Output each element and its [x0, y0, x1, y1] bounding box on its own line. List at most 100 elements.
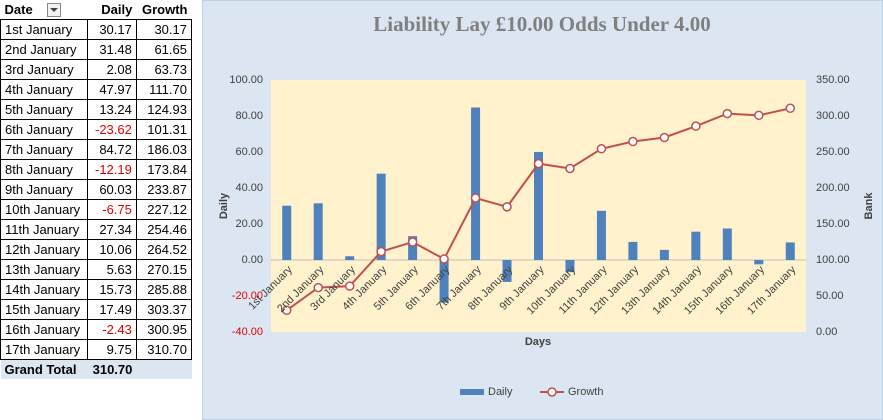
table-row: 9th January 60.03 233.87	[0, 179, 193, 200]
header-cell[interactable]: Date	[0, 0, 88, 20]
bar	[596, 210, 606, 260]
bar	[722, 228, 732, 260]
table-row: 10th January -6.75 227.12	[0, 199, 193, 220]
y-tick-label: 80.00	[235, 110, 263, 122]
point	[754, 110, 764, 121]
table-row: 3rd January 2.08 63.73	[0, 59, 193, 80]
point	[659, 132, 670, 143]
date-cell: 16th January	[0, 319, 88, 340]
point	[407, 237, 418, 247]
bar	[376, 173, 386, 260]
table-row: 13th January 5.63 270.15	[0, 259, 193, 280]
date-cell: 2nd January	[0, 39, 88, 60]
number-cell: 10.06	[86, 239, 137, 260]
number-cell: 9.75	[86, 339, 137, 360]
number-cell: 2.08	[86, 59, 137, 80]
date-cell: 8th January	[0, 159, 88, 180]
number-cell: 61.65	[135, 39, 193, 60]
y-tick-label: 20.00	[235, 218, 263, 230]
date-cell: 1st January	[0, 19, 88, 40]
number-cell: 13.24	[86, 99, 137, 120]
legend-label: Daily	[488, 386, 513, 398]
bar	[754, 260, 764, 265]
header-row: Date Daily Growth	[0, 0, 192, 20]
number-cell: 303.37	[135, 299, 193, 320]
number-cell: -12.19	[86, 159, 137, 180]
number-cell: 27.34	[86, 219, 137, 240]
y2-axis-title: Bank	[863, 192, 875, 220]
number-cell: 17.49	[86, 299, 137, 320]
number-cell: 254.46	[135, 219, 193, 240]
point	[439, 254, 449, 264]
number-cell: 310.70	[135, 339, 193, 360]
number-cell: 47.97	[86, 79, 137, 100]
table-row: 11th January 27.34 254.46	[0, 219, 193, 240]
bar	[345, 256, 355, 260]
y2-tick-label: 200.00	[816, 182, 850, 194]
number-cell: -2.43	[86, 319, 137, 340]
point	[785, 103, 796, 114]
y-tick-label: 100.00	[229, 74, 263, 86]
y-tick-label: 0.00	[242, 254, 263, 266]
date-cell: 17th January	[0, 339, 88, 360]
point	[376, 246, 386, 257]
bar	[282, 205, 292, 260]
date-cell: 7th January	[0, 139, 88, 160]
bar	[408, 236, 418, 260]
table-row: 5th January 13.24 124.93	[0, 99, 193, 120]
table-row: 1st January 30.17 30.17	[0, 19, 193, 40]
point	[691, 121, 701, 131]
header-cell: Daily	[87, 0, 137, 20]
chart: Liability Lay £10.00 Odds Under 4.00 Day…	[202, 0, 883, 420]
number-cell: 84.72	[86, 139, 137, 160]
bar	[691, 231, 701, 260]
y2-tick-label: 250.00	[816, 146, 850, 158]
point	[281, 305, 292, 316]
point	[722, 108, 733, 119]
y-tick-label: 60.00	[235, 146, 263, 158]
bar	[628, 241, 638, 260]
point	[565, 163, 575, 174]
number-cell: 101.31	[135, 119, 193, 140]
y-axis-title: Daily	[218, 192, 230, 219]
point	[628, 136, 638, 147]
y-tick-label: 40.00	[235, 182, 263, 194]
y2-tick-label: 350.00	[816, 74, 850, 86]
date-cell: 4th January	[0, 79, 88, 100]
date-cell: 14th January	[0, 279, 88, 300]
table-row: 12th January 10.06 264.52	[0, 239, 193, 260]
date-cell: 15th January	[0, 299, 88, 320]
date-cell: 11th January	[0, 219, 88, 240]
number-cell: 233.87	[135, 179, 193, 200]
point	[470, 193, 481, 203]
y-tick-label: -40.00	[232, 326, 263, 338]
table-row: 2nd January 31.48 61.65	[0, 39, 193, 60]
y2-tick-label: 0.00	[816, 326, 837, 338]
total-label: Grand Total	[0, 359, 88, 379]
table-row: 16th January -2.43 300.95	[0, 319, 193, 340]
filter-button[interactable]	[46, 3, 61, 18]
date-cell: 9th January	[0, 179, 88, 200]
total-value: 310.70	[87, 359, 137, 379]
number-cell: 270.15	[135, 259, 193, 280]
x-axis-title: Days	[525, 336, 551, 348]
table-row: 17th January 9.75 310.70	[0, 339, 193, 360]
bar	[471, 107, 481, 260]
bar	[785, 242, 795, 260]
date-cell: 5th January	[0, 99, 88, 120]
number-cell: 15.73	[86, 279, 137, 300]
table-row: 4th January 47.97 111.70	[0, 79, 193, 100]
number-cell: 63.73	[135, 59, 193, 80]
y2-tick-label: 300.00	[816, 110, 850, 122]
y2-tick-label: 150.00	[816, 218, 850, 230]
y-tick-label: -20.00	[232, 290, 263, 302]
legend-marker	[547, 387, 557, 397]
number-cell: 186.03	[135, 139, 193, 160]
header-text: Date	[4, 1, 33, 17]
number-cell: 300.95	[135, 319, 193, 340]
y2-tick-label: 50.00	[816, 290, 844, 302]
number-cell: 60.03	[86, 179, 137, 200]
date-cell: 3rd January	[0, 59, 88, 80]
chart-title: Liability Lay £10.00 Odds Under 4.00	[373, 12, 710, 36]
